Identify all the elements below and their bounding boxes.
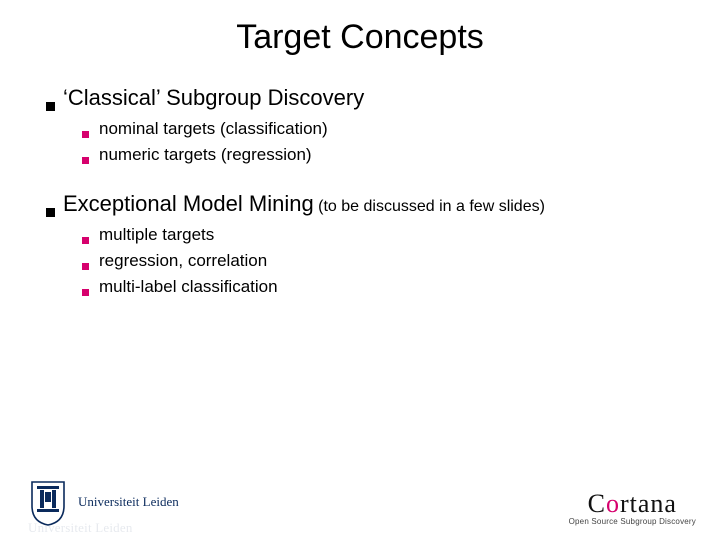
sub-bullet: multiple targets xyxy=(82,225,680,245)
cortana-name: Cortana xyxy=(569,489,696,519)
cortana-subtitle: Open Source Subgroup Discovery xyxy=(569,517,696,526)
footer: Universiteit Leiden Cortana Open Source … xyxy=(0,456,720,526)
sub-bullet: regression, correlation xyxy=(82,251,680,271)
cortana-logo: Cortana Open Source Subgroup Discovery xyxy=(569,489,696,526)
sub-bullet-text: numeric targets (regression) xyxy=(99,145,312,165)
square-bullet-pink-icon xyxy=(82,131,89,138)
sub-bullet-text: nominal targets (classification) xyxy=(99,119,328,139)
bullet-emm: Exceptional Model Mining (to be discusse… xyxy=(46,191,680,217)
square-bullet-pink-icon xyxy=(82,263,89,270)
bullet-paren: (to be discussed in a few slides) xyxy=(318,198,545,215)
bullet-classical: ‘Classical’ Subgroup Discovery xyxy=(46,85,680,111)
sub-bullet-text: regression, correlation xyxy=(99,251,267,271)
leiden-logo: Universiteit Leiden xyxy=(28,478,179,526)
square-bullet-icon xyxy=(46,208,55,217)
sub-bullet-text: multi-label classification xyxy=(99,277,278,297)
sub-bullet: nominal targets (classification) xyxy=(82,119,680,139)
sub-list-classical: nominal targets (classification) numeric… xyxy=(82,119,680,165)
slide-title: Target Concepts xyxy=(40,18,680,57)
sub-bullet: numeric targets (regression) xyxy=(82,145,680,165)
square-bullet-pink-icon xyxy=(82,157,89,164)
sub-list-emm: multiple targets regression, correlation… xyxy=(82,225,680,297)
square-bullet-pink-icon xyxy=(82,289,89,296)
bullet-text: ‘Classical’ Subgroup Discovery xyxy=(63,85,364,111)
square-bullet-icon xyxy=(46,102,55,111)
leiden-text: Universiteit Leiden xyxy=(78,494,179,510)
sub-bullet-text: multiple targets xyxy=(99,225,214,245)
bullet-text: Exceptional Model Mining xyxy=(63,191,314,216)
slide: Target Concepts ‘Classical’ Subgroup Dis… xyxy=(0,0,720,540)
crest-icon xyxy=(28,478,68,526)
sub-bullet: multi-label classification xyxy=(82,277,680,297)
square-bullet-pink-icon xyxy=(82,237,89,244)
